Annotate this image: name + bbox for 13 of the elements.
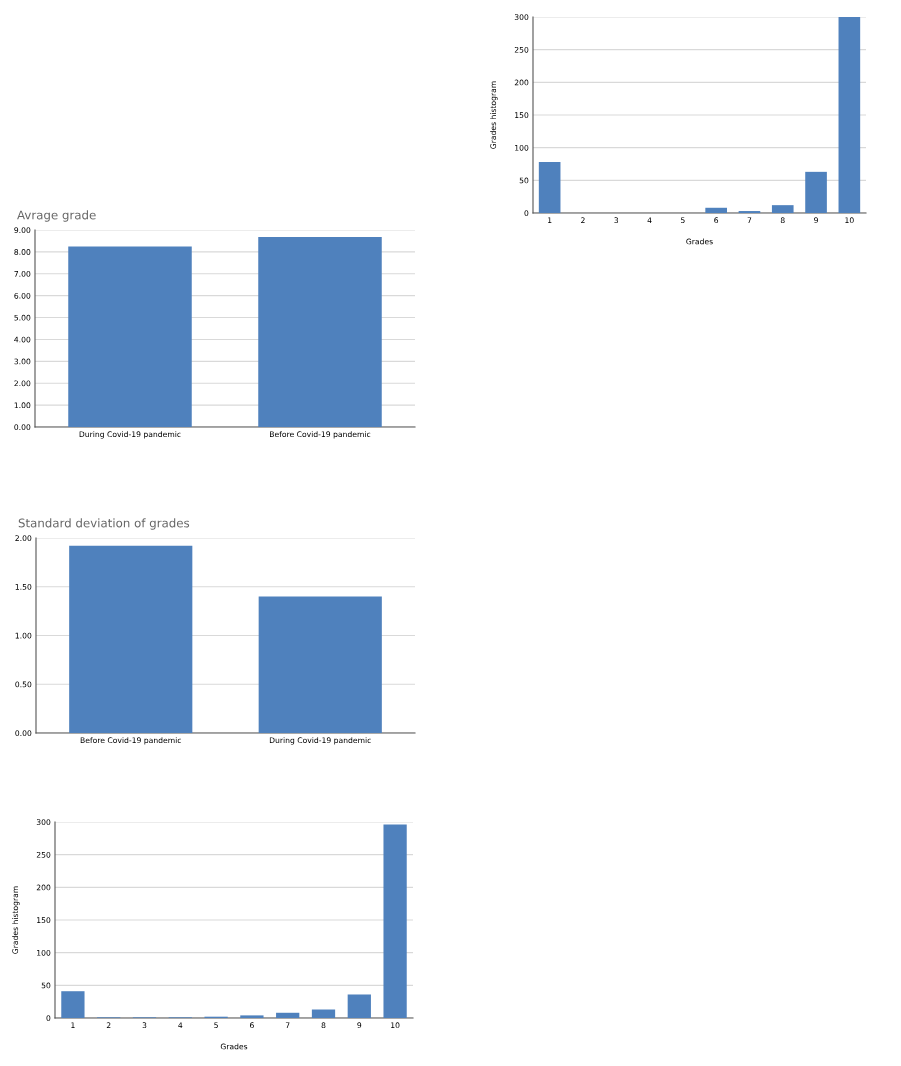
bar xyxy=(383,824,407,1018)
bar xyxy=(805,171,827,213)
bar xyxy=(538,162,561,213)
bar xyxy=(705,207,727,213)
chart-title: Standard deviation of grades xyxy=(18,518,190,530)
bar xyxy=(347,994,371,1018)
bar xyxy=(838,17,861,213)
chart-title: Avrage grade xyxy=(17,210,96,222)
bar xyxy=(240,1015,264,1018)
bar xyxy=(61,991,85,1018)
bar xyxy=(311,1009,336,1018)
bar xyxy=(276,1012,300,1018)
bar xyxy=(771,205,794,213)
